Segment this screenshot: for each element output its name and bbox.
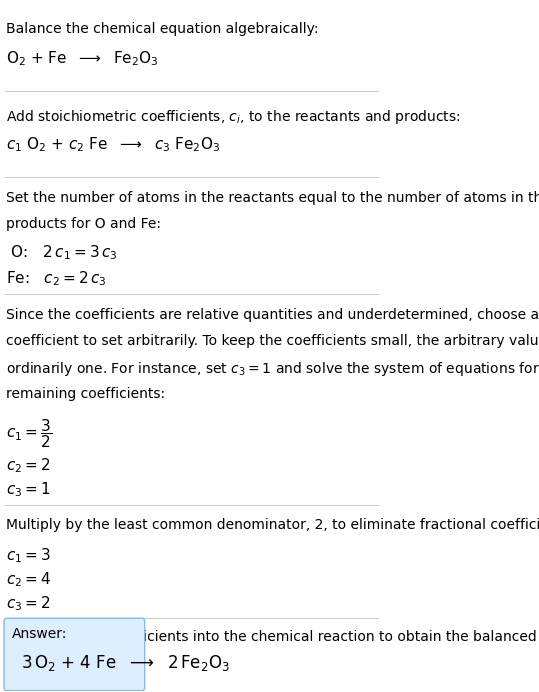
Text: Fe:   $c_2 = 2\,c_3$: Fe: $c_2 = 2\,c_3$	[6, 269, 107, 288]
Text: Set the number of atoms in the reactants equal to the number of atoms in the: Set the number of atoms in the reactants…	[6, 191, 539, 205]
Text: Multiply by the least common denominator, 2, to eliminate fractional coefficient: Multiply by the least common denominator…	[6, 518, 539, 532]
Text: $c_1$ $\mathregular{O_2}$ + $c_2$ Fe  $\longrightarrow$  $c_3$ $\mathregular{Fe_: $c_1$ $\mathregular{O_2}$ + $c_2$ Fe $\l…	[6, 136, 220, 154]
Text: products for O and Fe:: products for O and Fe:	[6, 217, 161, 231]
Text: $c_3 = 1$: $c_3 = 1$	[6, 480, 51, 499]
Text: $c_2 = 4$: $c_2 = 4$	[6, 570, 51, 589]
Text: $\mathregular{O_2}$ + Fe  $\longrightarrow$  $\mathregular{Fe_2O_3}$: $\mathregular{O_2}$ + Fe $\longrightarro…	[6, 50, 159, 69]
Text: $c_1 = \dfrac{3}{2}$: $c_1 = \dfrac{3}{2}$	[6, 417, 52, 450]
Text: Balance the chemical equation algebraically:: Balance the chemical equation algebraica…	[6, 22, 319, 36]
Text: Substitute the coefficients into the chemical reaction to obtain the balanced: Substitute the coefficients into the che…	[6, 630, 537, 644]
Text: O:   $2\,c_1 = 3\,c_3$: O: $2\,c_1 = 3\,c_3$	[6, 244, 118, 262]
Text: ordinarily one. For instance, set $c_3 = 1$ and solve the system of equations fo: ordinarily one. For instance, set $c_3 =…	[6, 361, 539, 379]
Text: Since the coefficients are relative quantities and underdetermined, choose a: Since the coefficients are relative quan…	[6, 308, 539, 322]
Text: $c_2 = 2$: $c_2 = 2$	[6, 456, 51, 475]
Text: $c_3 = 2$: $c_3 = 2$	[6, 594, 51, 613]
Text: equation:: equation:	[6, 656, 72, 670]
Text: Add stoichiometric coefficients, $c_i$, to the reactants and products:: Add stoichiometric coefficients, $c_i$, …	[6, 108, 461, 126]
Text: remaining coefficients:: remaining coefficients:	[6, 387, 165, 401]
Text: $3\,\mathregular{O_2}$ + 4 Fe  $\longrightarrow$  $2\,\mathregular{Fe_2O_3}$: $3\,\mathregular{O_2}$ + 4 Fe $\longrigh…	[21, 653, 230, 673]
Text: coefficient to set arbitrarily. To keep the coefficients small, the arbitrary va: coefficient to set arbitrarily. To keep …	[6, 334, 539, 348]
Text: Answer:: Answer:	[12, 627, 67, 641]
Text: $c_1 = 3$: $c_1 = 3$	[6, 546, 51, 565]
FancyBboxPatch shape	[4, 618, 144, 691]
